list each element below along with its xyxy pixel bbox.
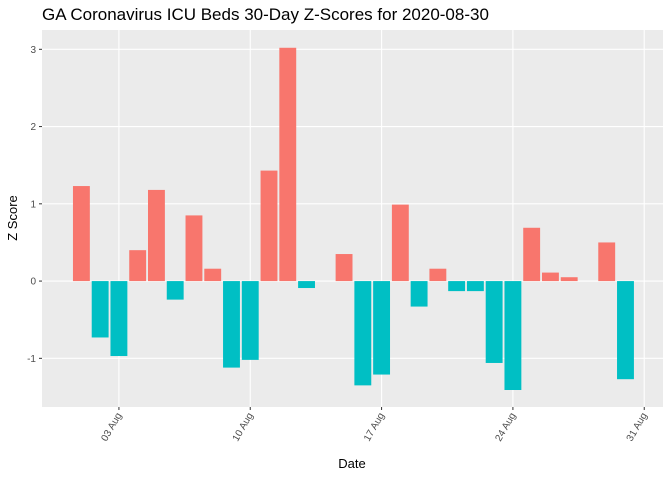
- bar: [410, 281, 428, 307]
- x-tick-label: 17 Aug: [362, 411, 387, 443]
- x-tick-label: 03 Aug: [99, 411, 124, 443]
- bar: [560, 277, 578, 282]
- bar: [72, 186, 90, 282]
- bar: [260, 170, 278, 282]
- bar: [429, 268, 447, 282]
- bar: [148, 189, 165, 282]
- y-tick-label: 3: [30, 45, 36, 56]
- y-tick-label: 1: [30, 199, 36, 210]
- bar: [523, 227, 541, 282]
- bar: [617, 281, 634, 380]
- bar: [541, 272, 559, 282]
- x-tick-label: 24 Aug: [493, 411, 518, 443]
- bar: [504, 281, 522, 391]
- x-axis-title: Date: [338, 456, 365, 471]
- bar: [166, 281, 184, 300]
- bar: [129, 250, 147, 282]
- y-axis-title: Z Score: [5, 195, 20, 241]
- bar: [298, 281, 315, 289]
- x-tick-label: 10 Aug: [231, 411, 256, 443]
- bar: [223, 281, 240, 368]
- bar: [598, 242, 616, 282]
- bar: [91, 281, 109, 338]
- plot-panel: [42, 30, 663, 407]
- bar: [354, 281, 372, 386]
- bar: [204, 268, 222, 282]
- y-tick-label: -1: [27, 354, 36, 365]
- bar: [448, 281, 466, 292]
- bar: [335, 254, 353, 282]
- y-tick-label: 2: [30, 122, 36, 133]
- bar: [485, 281, 503, 363]
- bar: [373, 281, 391, 375]
- bar: [279, 47, 297, 282]
- bar: [391, 204, 409, 282]
- bar: [466, 281, 484, 292]
- bar: [110, 281, 128, 357]
- chart-title: GA Coronavirus ICU Beds 30-Day Z-Scores …: [42, 5, 489, 24]
- bar: [241, 281, 259, 360]
- y-tick-label: 0: [30, 277, 36, 288]
- bar: [185, 215, 203, 282]
- x-tick-label: 31 Aug: [625, 411, 650, 443]
